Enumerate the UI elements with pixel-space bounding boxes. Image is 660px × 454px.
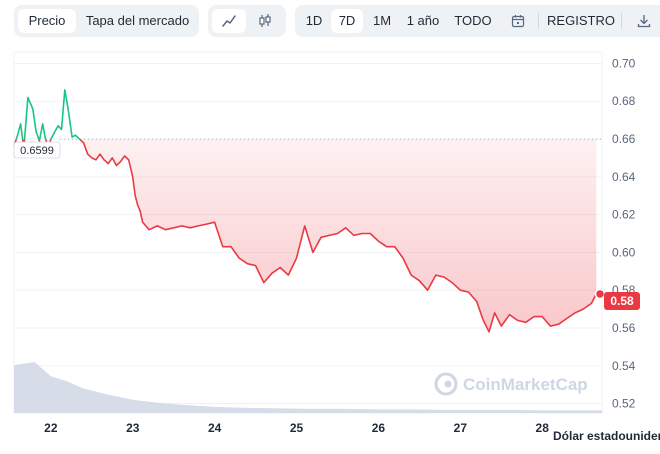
volume-area-shape [14,362,602,413]
coinmarketcap-logo-icon [434,372,458,396]
line-chart-button[interactable] [212,9,246,33]
tab-tapa-del-mercado[interactable]: Tapa del mercado [85,13,190,28]
x-tick-label: 28 [536,421,550,435]
range-1y-button[interactable]: 1 año [406,13,440,28]
currency-label: Dólar estadounidense [553,429,660,443]
watermark: CoinMarketCap [434,372,588,396]
y-tick-label: 0.56 [612,321,636,335]
volume-area [14,362,602,413]
price-chart[interactable]: 0.70 0.68 0.66 0.64 0.62 0.60 0.58 0.56 0.54 0.52… [0,44,660,454]
price-line-below [13,139,598,333]
watermark-text: CoinMarketCap [463,375,588,394]
y-axis: 0.70 0.68 0.66 0.64 0.62 0.60 0.58 0.56 0.54 0.52 [612,56,636,410]
line-chart-icon [222,15,236,27]
candlestick-button[interactable] [248,9,282,33]
y-tick-label: 0.60 [612,245,636,259]
x-tick-label: 22 [44,421,58,435]
y-tick-label: 0.66 [612,132,636,146]
y-tick-label: 0.64 [612,170,636,184]
price-line-above [15,89,81,140]
toolbar-divider [621,13,622,29]
y-tick-label: 0.52 [612,397,636,411]
reference-price-badge: 0.6599 [13,141,61,159]
calendar-button[interactable] [503,9,533,33]
y-tick-label: 0.54 [612,359,636,373]
tab-precio[interactable]: Precio [18,9,76,33]
range-group: 1D 7D 1M 1 año TODO REGISTRO [295,5,660,37]
x-tick-label: 25 [290,421,304,435]
range-1d-button[interactable]: 1D [305,13,323,28]
range-all-button[interactable]: TODO [454,13,492,28]
x-tick-label: 26 [372,421,386,435]
download-button[interactable] [629,9,659,33]
calendar-icon [511,15,525,28]
price-area-fill [14,139,597,332]
reference-price-label: 0.6599 [20,145,54,157]
x-tick-label: 27 [454,421,468,435]
price-line [13,89,598,333]
x-tick-label: 23 [126,421,140,435]
chart-toolbar: Precio Tapa del mercado 1D 7D 1M 1 año T… [0,0,660,44]
candlestick-icon [259,14,271,27]
last-price-dot [594,288,606,300]
current-price-badge: 0.58 [594,288,640,310]
range-7d-button[interactable]: 7D [331,9,363,33]
view-toggle-group: Precio Tapa del mercado [14,5,199,37]
download-icon [637,15,651,28]
y-tick-label: 0.68 [612,94,636,108]
y-tick-label: 0.62 [612,208,636,222]
range-1m-button[interactable]: 1M [372,13,392,28]
x-tick-label: 24 [208,421,222,435]
log-scale-button[interactable]: REGISTRO [547,13,615,28]
y-tick-label: 0.70 [612,56,636,70]
chart-style-group [208,5,286,37]
toolbar-divider [538,13,539,29]
price-fill-below [14,139,597,332]
current-price-label: 0.58 [610,294,634,308]
x-axis: 22 23 24 25 26 27 28 [44,421,549,435]
